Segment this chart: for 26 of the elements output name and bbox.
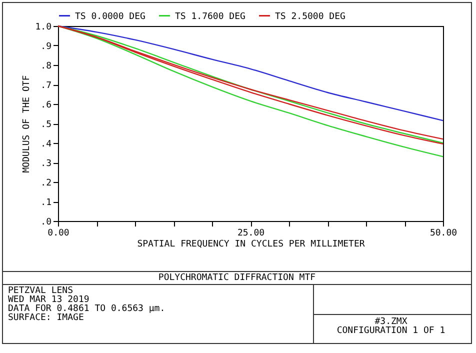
y-tick-label: .9: [40, 42, 52, 52]
legend-label: TS 2.5000 DEG: [275, 12, 346, 22]
y-tick-label: .4: [40, 140, 52, 150]
text: POLYCHROMATIC DIFFRACTION MTF: [3, 272, 471, 285]
text: DATA FOR 0.4861 TO 0.6563 µm.: [8, 304, 166, 314]
x-tick-label: 25.00: [237, 228, 265, 238]
text: #3.ZMX: [374, 317, 408, 327]
x-tick-label: 50.00: [430, 228, 458, 238]
x-tick-label: 0.00: [48, 228, 70, 238]
y-tick-label: .8: [40, 62, 52, 72]
legend-label: TS 1.7600 DEG: [175, 12, 246, 22]
y-tick-label: .1: [40, 198, 52, 208]
legend-label: TS 0.0000 DEG: [75, 12, 146, 22]
y-tick-label: .7: [40, 81, 52, 91]
text: SURFACE: IMAGE: [8, 313, 85, 323]
x-axis-title: SPATIAL FREQUENCY IN CYCLES PER MILLIMETER: [137, 240, 366, 250]
y-axis-title: MODULUS OF THE OTF: [22, 75, 32, 173]
y-tick-label: .3: [40, 159, 52, 169]
y-tick-label: .2: [40, 178, 52, 188]
y-tick-label: 1.0: [35, 22, 52, 32]
text: PETZVAL LENS: [8, 286, 74, 296]
text: WED MAR 13 2019: [8, 295, 90, 305]
text: CONFIGURATION 1 OF 1: [336, 326, 446, 336]
y-tick-label: .0: [40, 218, 52, 228]
y-tick-label: .5: [40, 120, 52, 130]
y-tick-label: .6: [40, 100, 52, 110]
